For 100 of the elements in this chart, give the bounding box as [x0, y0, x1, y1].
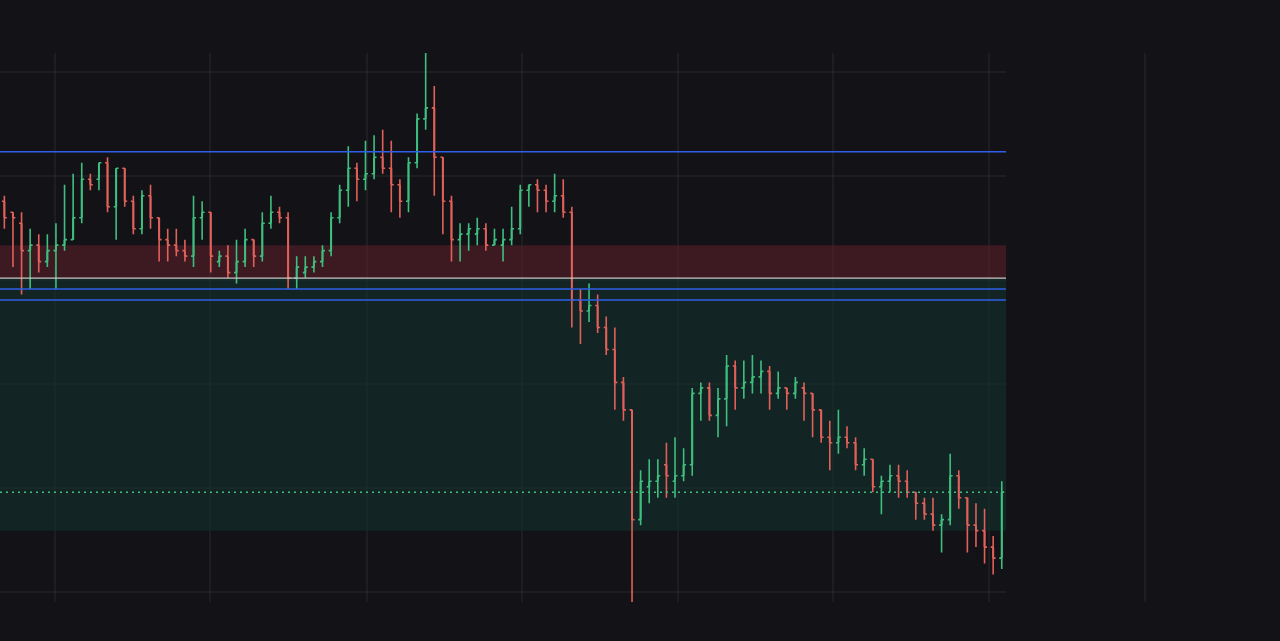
candlestick — [140, 190, 143, 235]
candlestick — [29, 228, 32, 290]
candlestick — [183, 239, 186, 262]
candlestick — [433, 85, 436, 196]
candlestick — [321, 245, 324, 268]
candlestick — [665, 442, 668, 498]
candlestick — [811, 393, 814, 438]
candlestick — [562, 179, 565, 218]
candlestick — [708, 382, 711, 421]
candlestick — [682, 448, 685, 482]
candlestick — [407, 157, 410, 213]
candlestick — [863, 448, 866, 476]
candlestick — [828, 420, 831, 471]
candlestick — [201, 201, 204, 240]
candlestick — [760, 360, 763, 394]
candlestick — [871, 459, 874, 493]
candlestick — [794, 376, 797, 399]
candlestick — [502, 228, 505, 262]
candlestick — [287, 212, 290, 290]
candlestick — [691, 387, 694, 476]
candlestick — [261, 212, 264, 262]
candlestick — [974, 503, 977, 548]
candlestick — [527, 184, 530, 207]
candlestick — [338, 184, 341, 224]
candlestick — [777, 371, 780, 399]
candlestick — [355, 162, 358, 202]
candlestick — [459, 223, 462, 262]
candlestick — [312, 256, 315, 273]
candlestick — [97, 162, 100, 191]
candlestick — [622, 376, 625, 421]
candlestick — [3, 195, 6, 229]
candlestick — [175, 228, 178, 257]
candlestick — [845, 426, 848, 449]
candlestick — [596, 294, 599, 333]
candlestick — [373, 135, 376, 180]
candlestick — [820, 409, 823, 443]
candlestick — [467, 223, 470, 251]
candlestick — [570, 206, 573, 328]
candlestick — [768, 365, 771, 410]
candlestick — [923, 497, 926, 520]
candlestick — [699, 382, 702, 421]
candlestick — [613, 327, 616, 410]
candlestick — [742, 360, 745, 399]
candlestick — [854, 437, 857, 471]
candlestick — [330, 212, 333, 257]
candlestick — [751, 354, 754, 394]
candlestick — [553, 173, 556, 213]
candlestick — [89, 173, 92, 191]
candlestick — [605, 316, 608, 355]
candlestick — [364, 140, 367, 191]
candlestick — [966, 497, 969, 553]
candlestick — [295, 256, 298, 290]
candlestick — [381, 129, 384, 174]
candlestick — [545, 184, 548, 213]
candlestick — [897, 464, 900, 498]
candlestick — [717, 387, 720, 438]
candlestick — [450, 195, 453, 262]
candlestick — [992, 536, 995, 575]
candlestick — [631, 409, 634, 602]
candlestick — [226, 245, 229, 279]
candlestick — [510, 206, 513, 246]
candlestick — [519, 184, 522, 235]
candlestick — [931, 497, 934, 531]
candlestick — [441, 157, 444, 235]
candlestick — [398, 179, 401, 218]
candlestick — [166, 228, 169, 262]
candlestick — [983, 508, 986, 564]
candlestick — [725, 354, 728, 427]
candlestick — [536, 179, 539, 213]
candlestick — [734, 360, 737, 410]
candlestick — [72, 173, 75, 240]
candlestick — [149, 184, 152, 229]
candlestick — [252, 239, 255, 268]
candlestick — [158, 217, 161, 262]
candlestick — [416, 113, 419, 169]
candlestick — [424, 53, 427, 130]
candlestick — [106, 157, 109, 213]
candlestick — [115, 168, 118, 240]
candlestick — [123, 168, 126, 207]
candlestick — [37, 234, 40, 273]
candlestick — [493, 228, 496, 246]
candlestick — [940, 514, 943, 553]
candlestick — [63, 184, 66, 251]
candlestick — [269, 195, 272, 229]
candlestick — [244, 228, 247, 268]
candlestick — [484, 223, 487, 251]
candlestick — [218, 250, 221, 268]
candlestick — [785, 387, 788, 410]
candlestick — [80, 162, 83, 224]
candlestick — [54, 223, 57, 290]
candlestick — [914, 492, 917, 520]
candlestick — [20, 212, 23, 295]
candlestick — [46, 234, 49, 268]
candlestick — [192, 195, 195, 268]
candlestick — [837, 409, 840, 454]
candlestick — [579, 289, 582, 344]
candlestick — [209, 212, 212, 273]
candlestick — [304, 256, 307, 279]
candlestick — [957, 470, 960, 509]
candlestick — [347, 146, 350, 207]
